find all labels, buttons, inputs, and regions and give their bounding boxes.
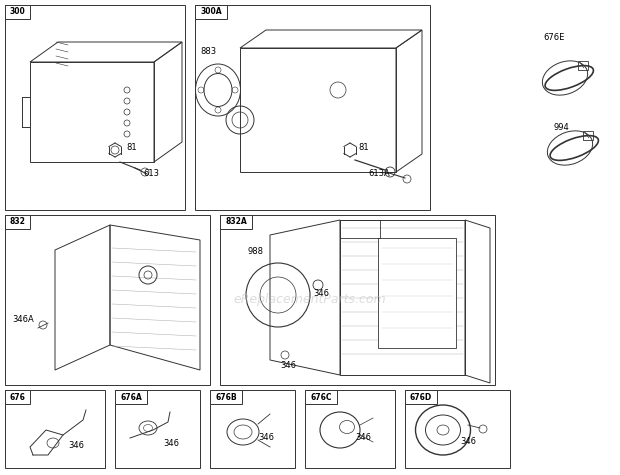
Bar [5, 215, 30, 229]
Text: 676: 676 [9, 392, 25, 401]
Text: 676A: 676A [120, 392, 142, 401]
Text: 676E: 676E [543, 34, 564, 42]
Text: 676B: 676B [215, 392, 237, 401]
Text: 832A: 832A [225, 218, 247, 227]
Text: 346: 346 [163, 438, 179, 447]
Bar [115, 390, 147, 404]
Text: eReplacementParts.com: eReplacementParts.com [234, 294, 386, 306]
Bar [220, 215, 252, 229]
Bar [115, 390, 200, 468]
Text: 832: 832 [9, 218, 25, 227]
Bar [210, 390, 242, 404]
Bar [5, 390, 105, 468]
Text: 346: 346 [313, 288, 329, 297]
Text: 613A: 613A [368, 170, 390, 179]
Text: 883: 883 [200, 48, 216, 57]
Bar [578, 61, 588, 69]
Text: 346: 346 [355, 433, 371, 441]
Text: 988: 988 [247, 247, 263, 257]
Bar [405, 390, 510, 468]
Text: 346A: 346A [12, 315, 33, 324]
Bar [5, 215, 210, 385]
Bar [405, 390, 437, 404]
Text: 613: 613 [143, 170, 159, 179]
Text: 346: 346 [460, 437, 476, 446]
Bar [5, 5, 185, 210]
Text: 300A: 300A [200, 8, 222, 17]
Bar [340, 220, 380, 238]
Bar [195, 5, 430, 210]
Text: 994: 994 [554, 124, 570, 133]
Bar [195, 5, 227, 19]
Text: 346: 346 [258, 433, 274, 441]
Text: 676C: 676C [310, 392, 332, 401]
Text: 676D: 676D [410, 392, 432, 401]
Text: 300: 300 [10, 8, 25, 17]
Bar [305, 390, 337, 404]
Text: 346: 346 [280, 361, 296, 370]
Bar [378, 238, 456, 348]
Text: 81: 81 [126, 143, 136, 152]
Bar [5, 390, 30, 404]
Bar [5, 5, 30, 19]
Bar [305, 390, 395, 468]
Bar [210, 390, 295, 468]
Bar [583, 131, 593, 140]
Text: 81: 81 [358, 143, 369, 152]
Text: 346: 346 [68, 440, 84, 449]
Bar [220, 215, 495, 385]
